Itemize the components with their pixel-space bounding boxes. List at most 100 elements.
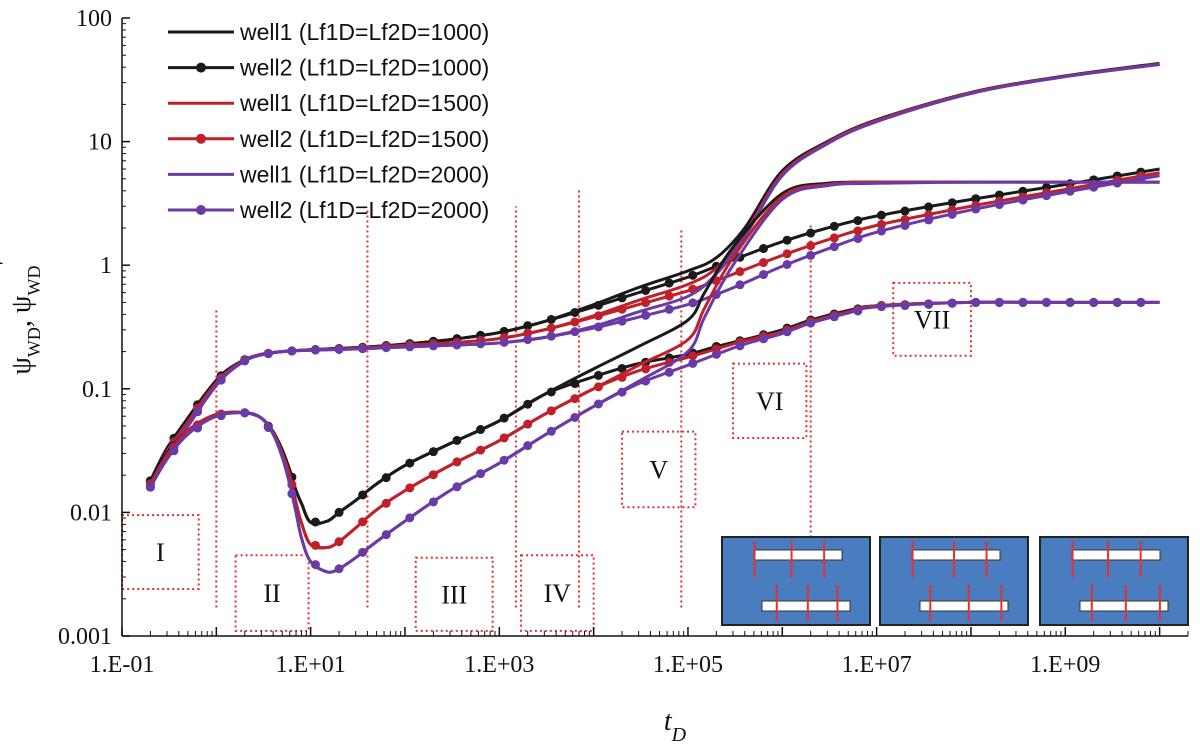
legend-item: well1 (Lf1D=Lf2D=2000) [168,161,489,187]
series-marker [617,316,627,326]
series-well2-derivative-lf1d-lf2d-1500- [145,297,1160,550]
schematic-insets [721,536,1189,626]
series-marker [570,394,580,404]
series-marker [924,299,934,309]
series-marker [664,278,674,288]
series-marker [924,215,934,225]
legend-item: well1 (Lf1D=Lf2D=1500) [168,90,489,116]
series-marker [759,334,769,344]
series-marker [405,342,415,352]
legend-item: well1 (Lf1D=Lf2D=1000) [168,19,489,45]
series-marker [759,244,769,254]
x-tick-label: 1.E-01 [90,652,155,678]
data-series [145,61,1160,574]
series-marker [947,198,957,208]
y-tick-label: 0.1 [82,377,112,403]
well-1 [1071,549,1161,561]
axes: 0.001 0.01 0.1 1 10 100 1.E-01 1.E+01 1.E+03 1.E+… [0,6,1189,746]
series-marker [381,498,391,508]
x-axis-title-main: t [664,706,673,737]
series-marker [287,346,297,356]
x-tick-label: 1.E+09 [1030,652,1100,678]
legend-marker [196,62,206,73]
x-axis-title: tD [664,706,687,746]
series-marker [310,540,320,550]
series-marker [452,457,462,467]
series-marker [593,322,603,332]
x-axis-title-sub: D [671,724,687,746]
series-marker [1065,186,1075,196]
y-tick-label: 0.001 [58,624,112,650]
series-marker [1089,297,1099,307]
series-marker [193,423,203,433]
series-marker [287,489,297,499]
x-tick-label: 1.E+05 [653,652,723,678]
series-marker [876,226,886,236]
y-tick-label: 100 [76,6,112,32]
y-axis-title-ylabel2-sub: WD [24,266,44,296]
series-marker [593,300,603,310]
series-marker [310,345,320,355]
series-marker [806,250,816,260]
series-marker [476,445,486,455]
legend-label: well2 (Lf1D=Lf2D=1000) [239,55,489,81]
series-marker [499,433,509,443]
series-marker [1136,297,1146,307]
series-marker [806,228,816,238]
series-well2-derivative-lf1d-lf2d-1000- [145,297,1160,527]
x-tick-label: 1.E+07 [842,652,912,678]
legend: well1 (Lf1D=Lf2D=1000) well2 (Lf1D=Lf2D=1… [168,19,489,223]
series-marker [947,209,957,219]
series-marker [593,311,603,321]
series-marker [806,318,816,328]
series-marker [900,301,910,311]
inset-configuration-2 [879,536,1029,626]
series-marker [405,483,415,493]
series-marker [759,258,769,268]
series-marker [759,270,769,280]
series-marker [334,564,344,574]
legend-label: well1 (Lf1D=Lf2D=1500) [239,90,489,116]
series-marker [782,327,792,337]
series-marker [900,220,910,230]
legend-marker [196,205,206,215]
series-marker [876,210,886,220]
y-axis-title-ylabel-sub: WD [24,327,44,357]
series-marker [641,310,651,320]
series-marker [523,399,533,409]
regime-label: II [263,579,280,608]
series-marker [900,206,910,216]
series-marker [1112,297,1122,307]
series-marker [523,328,533,338]
regime-box [520,554,595,632]
series-marker [688,351,698,361]
y-axis-title-ylabel: ψ [6,357,37,375]
series-marker [617,387,627,397]
series-marker [334,537,344,547]
legend-label: well1 (Lf1D=Lf2D=2000) [239,161,489,187]
series-marker [358,517,368,527]
series-marker [169,446,179,456]
series-marker [735,280,745,290]
series-marker [782,249,792,259]
series-marker [405,458,415,468]
regime-label: VI [756,387,783,416]
series-marker [546,323,556,333]
inset-configuration-1 [721,536,871,626]
series-marker [994,297,1004,307]
series-marker [145,482,155,492]
series-marker [263,423,273,433]
series-marker [617,293,627,303]
series-marker [570,307,580,317]
series-marker [1018,195,1028,205]
regime-label: I [156,538,165,567]
y-axis-title-ylabel-sep: , [6,313,37,327]
inset-configuration-3 [1039,536,1189,626]
series-marker [452,482,462,492]
series-marker [688,270,698,280]
series-marker [641,376,651,386]
regime-box [621,430,697,509]
legend-item: well2 (Lf1D=Lf2D=1500) [168,126,489,152]
